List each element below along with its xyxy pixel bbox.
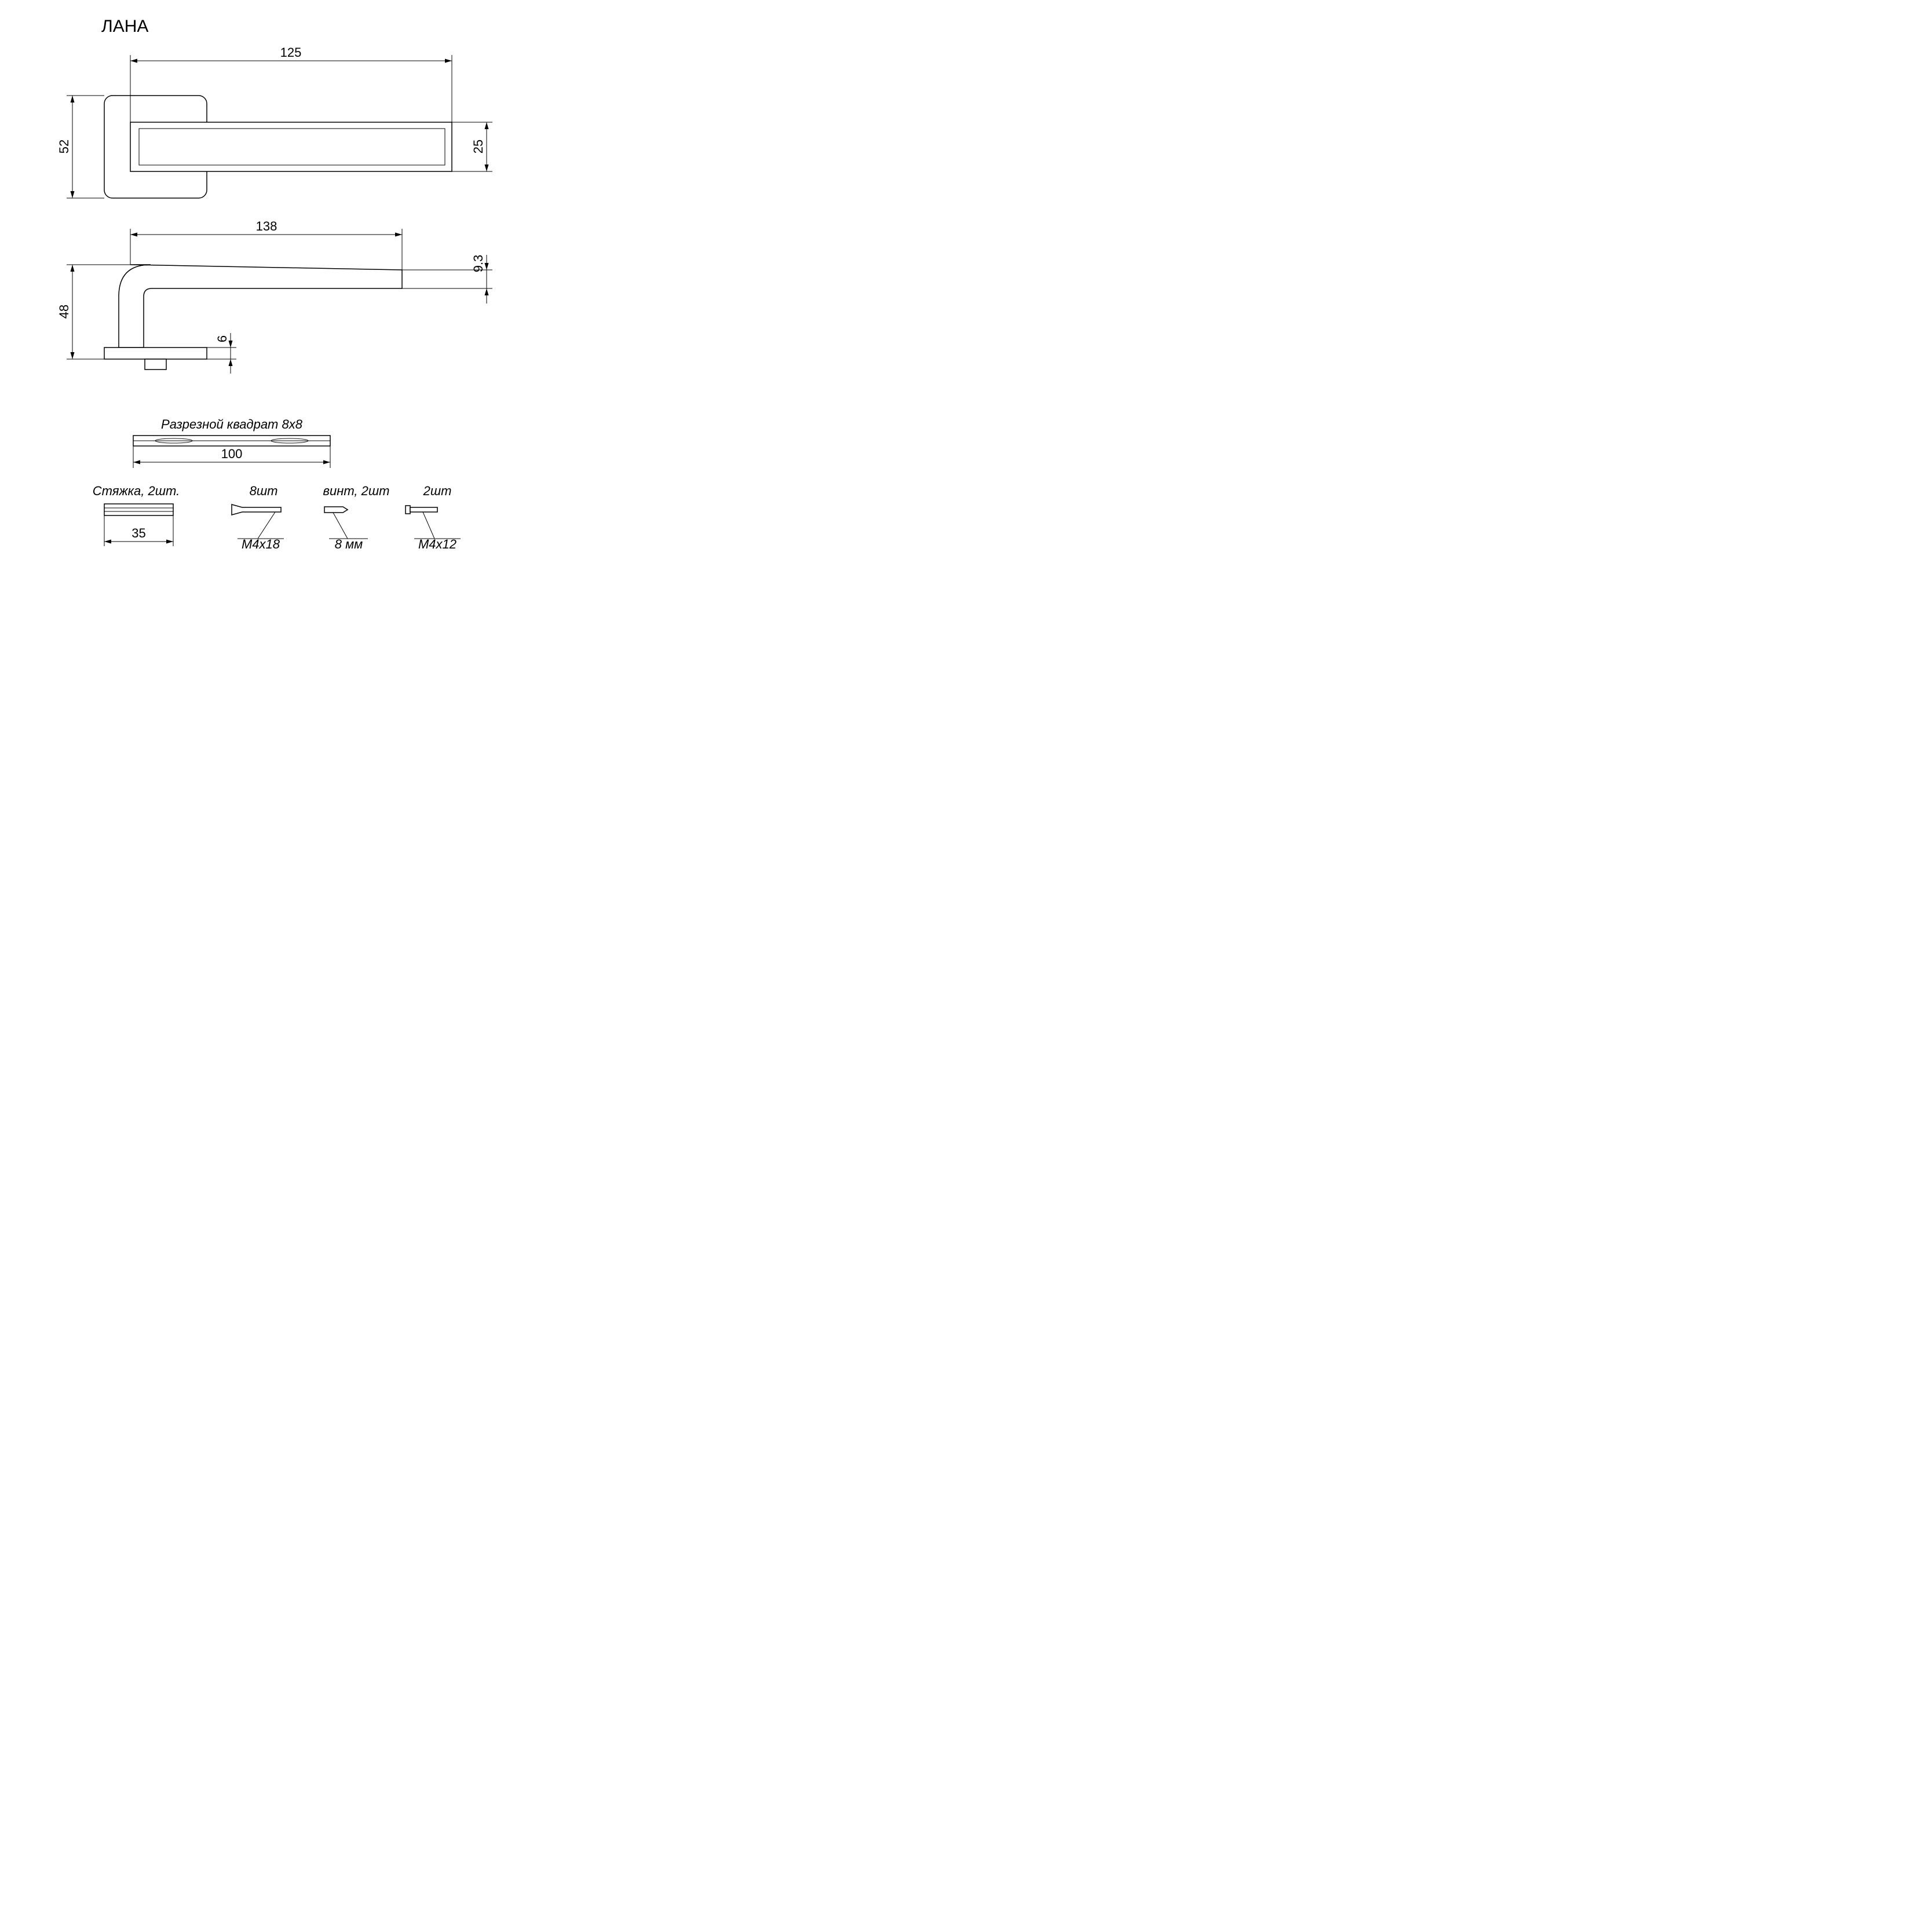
top-view: 138 9.3 48 6 [57, 219, 492, 374]
hardware-item: винт, 2шт 8 мм [323, 484, 390, 551]
dim-lever-height: 25 [452, 122, 492, 171]
dim-top-length: 138 [130, 219, 402, 270]
hardware-item: Стяжка, 2шт. 35 [93, 484, 180, 546]
svg-text:125: 125 [280, 45, 302, 60]
hardware-item: 2шт М4х12 [406, 484, 461, 551]
svg-text:35: 35 [132, 526, 145, 540]
svg-text:М4х18: М4х18 [242, 537, 280, 551]
dim-tip-thickness: 9.3 [402, 255, 492, 303]
hardware-item: 8шт М4х18 [232, 484, 284, 551]
svg-text:М4х12: М4х12 [418, 537, 456, 551]
svg-text:Разрезной квадрат 8х8: Разрезной квадрат 8х8 [161, 417, 303, 431]
dim-spindle-length: 100 [133, 446, 330, 468]
svg-text:9.3: 9.3 [471, 255, 485, 273]
svg-text:52: 52 [57, 140, 71, 153]
hardware-row: Стяжка, 2шт. 35 8шт М4х18 винт, 2шт 8 мм 2шт М4… [93, 484, 461, 551]
svg-text:винт, 2шт: винт, 2шт [323, 484, 390, 498]
svg-text:138: 138 [256, 219, 277, 233]
svg-text:8шт: 8шт [250, 484, 278, 498]
technical-drawing: ЛАНА 125 52 [0, 0, 579, 579]
front-view: 125 52 25 [57, 45, 492, 198]
svg-text:2шт: 2шт [423, 484, 452, 498]
svg-text:Стяжка, 2шт.: Стяжка, 2шт. [93, 484, 180, 498]
svg-text:25: 25 [471, 140, 485, 153]
svg-text:8 мм: 8 мм [335, 537, 363, 551]
drawing-title: ЛАНА [101, 17, 148, 36]
svg-text:100: 100 [221, 447, 243, 461]
dim-base-thickness: 6 [207, 333, 236, 374]
dim-rosette-height: 52 [57, 96, 104, 198]
svg-text:6: 6 [215, 335, 229, 342]
spindle-view: Разрезной квадрат 8х8 100 [133, 417, 330, 468]
svg-text:48: 48 [57, 305, 71, 319]
